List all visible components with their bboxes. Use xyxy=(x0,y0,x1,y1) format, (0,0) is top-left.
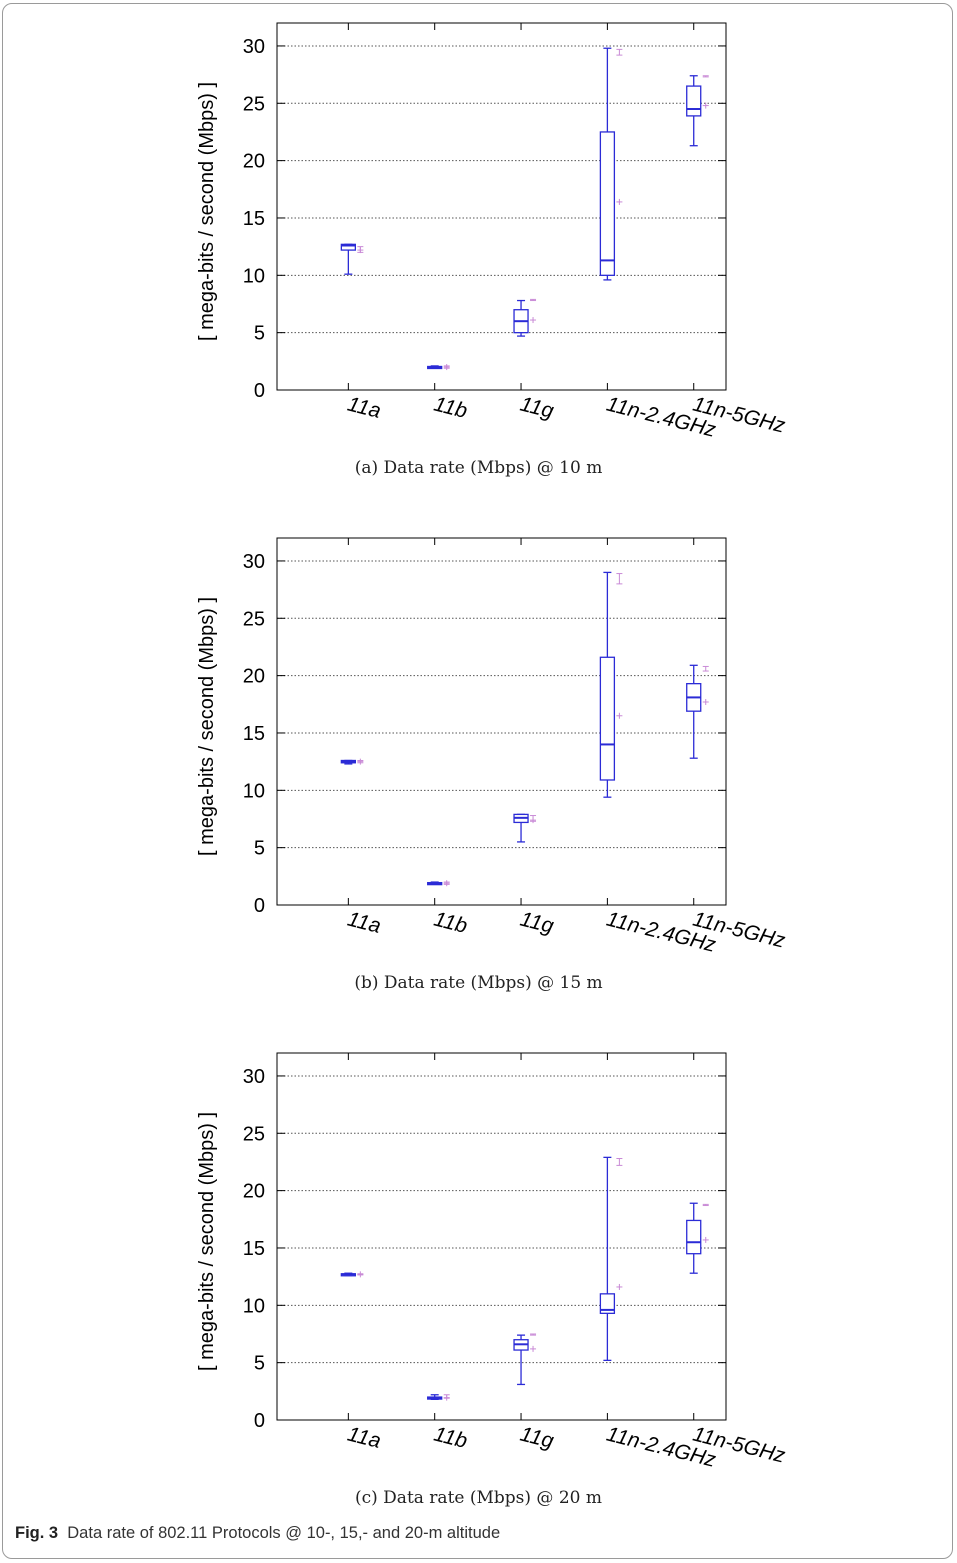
x-category-label: 11a xyxy=(345,1423,383,1453)
y-tick-label: 15 xyxy=(243,208,265,230)
y-tick-label: 5 xyxy=(254,323,265,345)
box-11n-5GHz xyxy=(686,75,709,147)
box-iqr xyxy=(599,131,616,276)
x-category-label: 11b xyxy=(431,908,469,938)
box-11n-2.4GHz xyxy=(599,571,623,798)
box-iqr xyxy=(686,1219,702,1255)
box-11a xyxy=(340,1271,364,1278)
box-11n-5GHz xyxy=(686,664,709,759)
box-11n-5GHz xyxy=(686,1202,709,1274)
y-tick-label: 25 xyxy=(243,608,265,630)
y-tick-label: 20 xyxy=(243,666,265,688)
plot-frame xyxy=(276,537,727,906)
chart-a: 0 5 10 15 20 25 30 [ mega-bits / second (Mbps) … xyxy=(0,5,957,475)
x-category-label: 11a xyxy=(345,393,383,423)
y-tick-label: 30 xyxy=(243,551,265,573)
x-category-label: 11a xyxy=(345,908,383,938)
y-tick-label: 10 xyxy=(243,780,265,802)
figure-caption: Fig. 3 Data rate of 802.11 Protocols @ 1… xyxy=(15,1524,500,1543)
y-tick-label: 25 xyxy=(243,93,265,115)
x-category-label: 11b xyxy=(431,393,469,423)
chart-b: 0 5 10 15 20 25 30 [ mega-bits / second (Mbps) … xyxy=(0,520,957,990)
figure-caption-label: Fig. 3 xyxy=(15,1524,59,1542)
box-iqr xyxy=(686,85,702,117)
box-iqr xyxy=(599,656,616,781)
box-11a xyxy=(340,758,364,765)
box-11b xyxy=(427,1394,450,1401)
x-category-label: 11g xyxy=(518,393,556,423)
y-tick-label: 25 xyxy=(243,1123,265,1145)
y-tick-label: 30 xyxy=(243,36,265,58)
y-tick-label: 20 xyxy=(243,1181,265,1203)
box-11b xyxy=(427,880,450,887)
y-tick-label: 5 xyxy=(254,838,265,860)
y-axis-label: [ mega-bits / second (Mbps) ] xyxy=(196,597,218,856)
box-11g xyxy=(513,1333,537,1386)
y-tick-label: 20 xyxy=(243,151,265,173)
y-axis-label: [ mega-bits / second (Mbps) ] xyxy=(196,82,218,341)
subcaption-c: (c) Data rate (Mbps) @ 20 m xyxy=(354,1488,602,1508)
chart-c: 0 5 10 15 20 25 30 [ mega-bits / second (Mbps) … xyxy=(0,1035,957,1505)
chart-b-svg: 0 5 10 15 20 25 30 [ mega-bits / second (Mbps) … xyxy=(196,537,788,957)
box-11g xyxy=(513,298,537,337)
y-tick-label: 10 xyxy=(243,1295,265,1317)
plot-frame xyxy=(276,1052,727,1421)
box-11n-2.4GHz xyxy=(599,1156,623,1362)
y-tick-label: 30 xyxy=(243,1066,265,1088)
y-tick-label: 0 xyxy=(254,380,265,402)
subcaption-a: (a) Data rate (Mbps) @ 10 m xyxy=(354,458,603,478)
y-axis-label: [ mega-bits / second (Mbps) ] xyxy=(196,1112,218,1371)
y-tick-label: 15 xyxy=(243,723,265,745)
x-category-label: 11g xyxy=(518,908,556,938)
plot-frame xyxy=(276,22,727,391)
box-11b xyxy=(427,364,450,371)
x-category-label: 11b xyxy=(431,1423,469,1453)
chart-a-svg: 0 5 10 15 20 25 30 [ mega-bits / second (Mbps) … xyxy=(196,22,788,442)
chart-c-svg: 0 5 10 15 20 25 30 [ mega-bits / second (Mbps) … xyxy=(196,1052,788,1472)
box-11a xyxy=(340,243,364,275)
figure-caption-text: Data rate of 802.11 Protocols @ 10-, 15,… xyxy=(67,1524,501,1542)
box-iqr xyxy=(599,1293,616,1314)
figure-frame xyxy=(2,3,953,1559)
y-tick-label: 5 xyxy=(254,1353,265,1375)
box-iqr xyxy=(340,243,356,251)
y-tick-label: 0 xyxy=(254,895,265,917)
y-tick-label: 10 xyxy=(243,265,265,287)
box-11n-2.4GHz xyxy=(599,47,623,281)
y-tick-label: 0 xyxy=(254,1410,265,1432)
box-11g xyxy=(513,813,537,843)
y-tick-label: 15 xyxy=(243,1238,265,1260)
x-category-label: 11g xyxy=(518,1423,556,1453)
subcaption-b: (b) Data rate (Mbps) @ 15 m xyxy=(354,973,603,993)
